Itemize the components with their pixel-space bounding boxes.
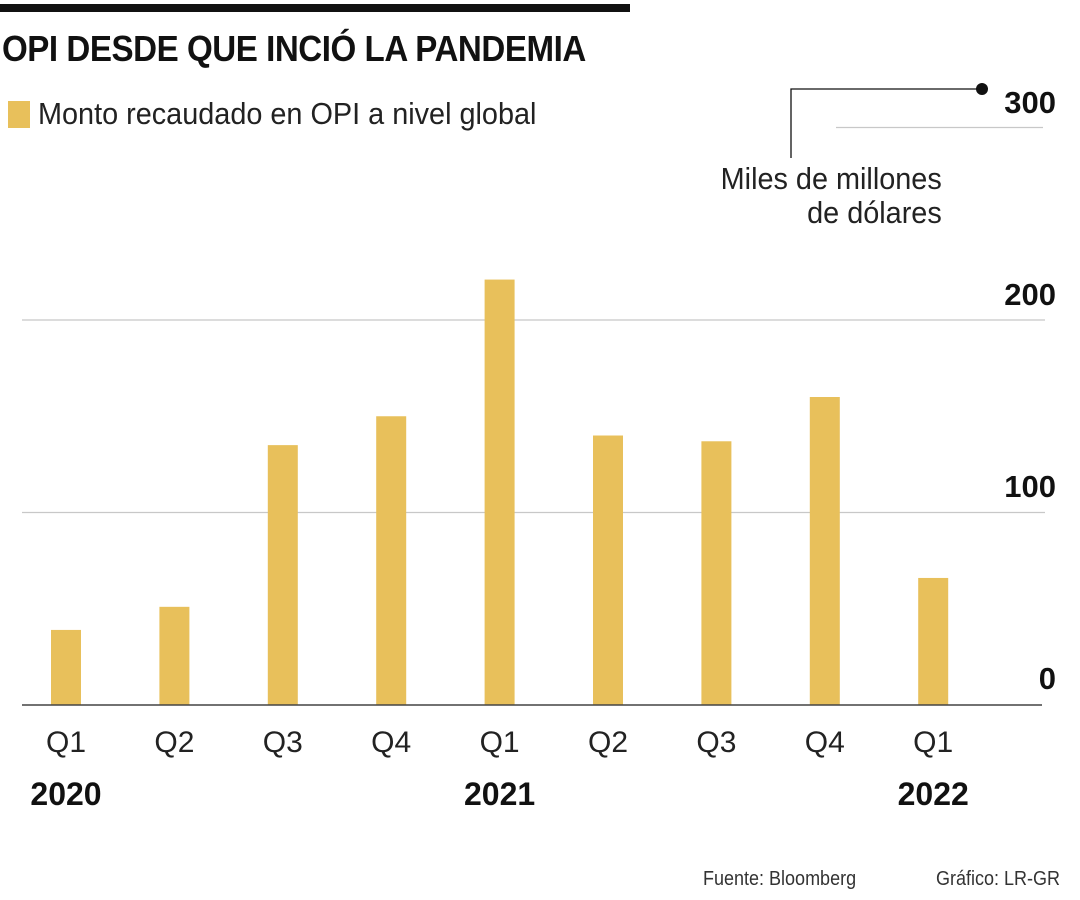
legend-label: Monto recaudado en OPI a nivel global: [38, 96, 537, 131]
legend-swatch: [8, 100, 30, 128]
x-tick-label-3: Q4: [371, 726, 411, 759]
bar-2: [267, 445, 298, 705]
x-tick-label-8: Q1: [913, 726, 953, 759]
year-label-2020: 2020: [30, 776, 101, 812]
source-note: Fuente: Bloomberg: [703, 868, 857, 890]
unit-label: Miles de millones de dólares: [721, 162, 942, 230]
x-tick-label-6: Q3: [696, 726, 736, 759]
bar-5: [593, 435, 623, 705]
bar-4: [484, 279, 515, 705]
x-tick-label-7: Q4: [805, 726, 845, 759]
unit-callout-leader: [790, 88, 980, 158]
year-label-2021: 2021: [464, 776, 535, 812]
y-tick-label-100: 100: [1004, 469, 1056, 504]
x-tick-label-1: Q2: [154, 726, 194, 759]
x-tick-label-4: Q1: [480, 726, 520, 759]
unit-label-line-2: de dólares: [807, 195, 942, 230]
bar-6: [701, 441, 732, 705]
x-tick-label-2: Q3: [263, 726, 303, 759]
bar-8: [918, 577, 949, 705]
credit-note: Gráfico: LR-GR: [936, 868, 1061, 890]
y-tick-label-300: 300: [1004, 85, 1056, 120]
top-rule: [0, 4, 630, 12]
chart-title: OPI DESDE QUE INCIÓ LA PANDEMIA: [2, 28, 586, 69]
x-tick-label-0: Q1: [46, 726, 86, 759]
legend: Monto recaudado en OPI a nivel global: [8, 96, 574, 132]
y-tick-label-0: 0: [1039, 661, 1056, 696]
year-label-2022: 2022: [898, 776, 969, 812]
y-tick-label-200: 200: [1004, 277, 1056, 312]
unit-callout-dot: [976, 83, 988, 95]
x-tick-label-5: Q2: [588, 726, 628, 759]
unit-label-line-1: Miles de millones: [720, 161, 942, 196]
bar-3: [376, 416, 407, 705]
bar-1: [159, 606, 190, 705]
bar-0: [51, 629, 81, 705]
bar-7: [809, 397, 840, 705]
